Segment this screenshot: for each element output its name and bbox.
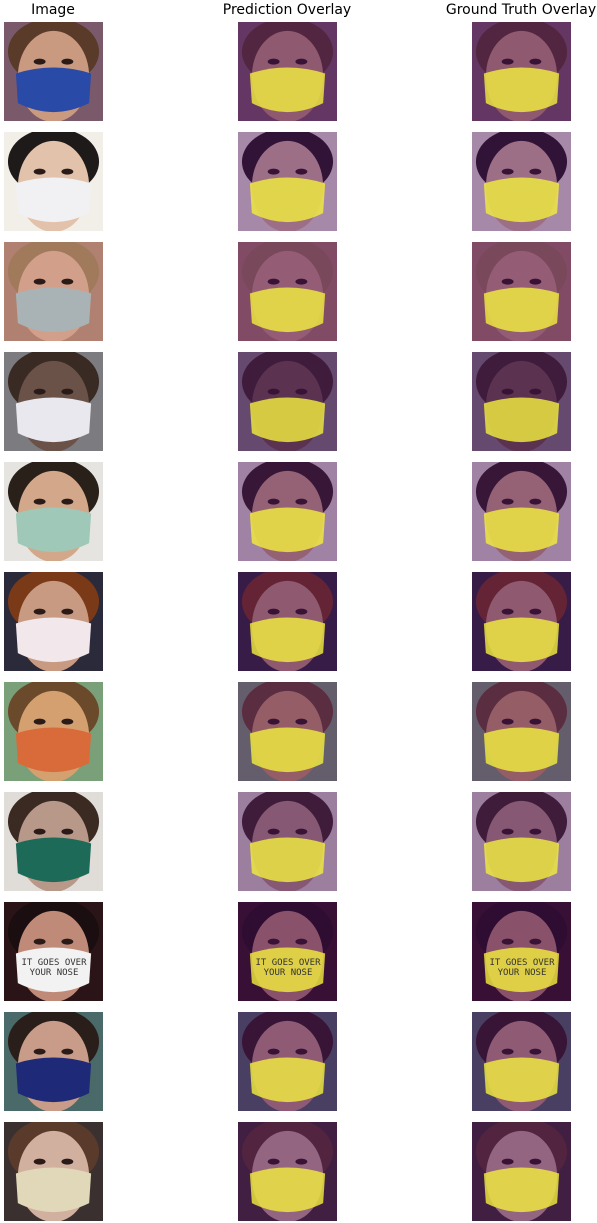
prediction-overlay-tile (238, 1122, 337, 1221)
prediction-overlay-tile (238, 792, 337, 891)
ground-truth-overlay-tile (472, 572, 571, 671)
prediction-overlay-tile (238, 572, 337, 671)
image-tile (4, 1012, 103, 1111)
image-tile (4, 572, 103, 671)
image-tile (4, 792, 103, 891)
image-tile (4, 352, 103, 451)
image-tile (4, 132, 103, 231)
ground-truth-overlay-tile (472, 22, 571, 121)
mask-text: IT GOES OVER YOUR NOSE (255, 958, 321, 978)
image-tile (4, 1122, 103, 1221)
mask-text: IT GOES OVER YOUR NOSE (21, 958, 87, 978)
prediction-overlay-tile (238, 132, 337, 231)
ground-truth-overlay-tile (472, 682, 571, 781)
prediction-overlay-tile (238, 22, 337, 121)
prediction-overlay-tile (238, 242, 337, 341)
ground-truth-overlay-tile (472, 462, 571, 561)
ground-truth-overlay-tile (472, 242, 571, 341)
ground-truth-overlay-tile (472, 132, 571, 231)
column-title-image: Image (31, 2, 75, 18)
prediction-overlay-tile: IT GOES OVER YOUR NOSE (238, 902, 337, 1001)
prediction-overlay-tile (238, 462, 337, 561)
ground-truth-overlay-tile: IT GOES OVER YOUR NOSE (472, 902, 571, 1001)
image-tile (4, 242, 103, 341)
image-tile: IT GOES OVER YOUR NOSE (4, 902, 103, 1001)
ground-truth-overlay-tile (472, 352, 571, 451)
prediction-overlay-tile (238, 352, 337, 451)
column-title-ground-truth: Ground Truth Overlay (445, 2, 597, 18)
image-tile (4, 682, 103, 781)
prediction-overlay-tile (238, 682, 337, 781)
ground-truth-overlay-tile (472, 1012, 571, 1111)
image-tile (4, 22, 103, 121)
image-tile (4, 462, 103, 561)
ground-truth-overlay-tile (472, 1122, 571, 1221)
mask-text: IT GOES OVER YOUR NOSE (489, 958, 555, 978)
column-title-prediction: Prediction Overlay (222, 2, 352, 18)
prediction-overlay-tile (238, 1012, 337, 1111)
ground-truth-overlay-tile (472, 792, 571, 891)
